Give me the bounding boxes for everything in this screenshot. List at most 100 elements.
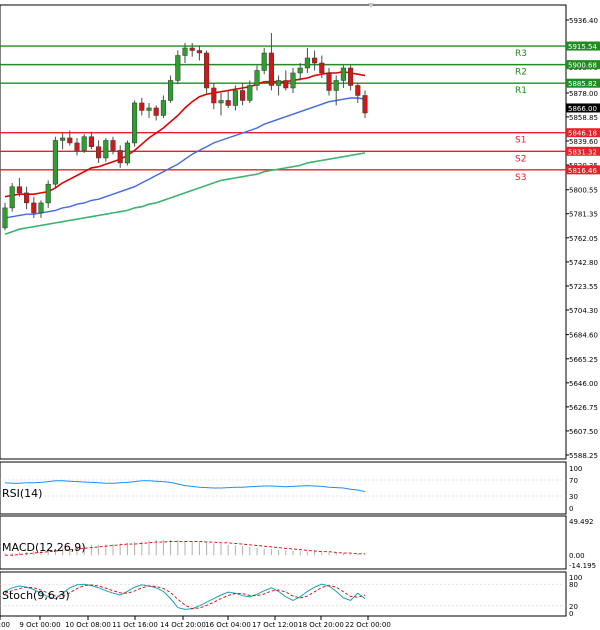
price-tick-label: 5839.60 xyxy=(569,138,598,146)
candle-body xyxy=(326,72,332,91)
time-tick-label: 14 Oct 20:00 xyxy=(160,621,206,629)
price-tick-label: 5800.55 xyxy=(569,187,598,195)
ma-red-line xyxy=(4,70,366,198)
candle-body xyxy=(355,85,361,96)
time-tick-label: 11 Oct 16:00 xyxy=(112,621,158,629)
macd-series xyxy=(4,539,366,556)
level-name-s1: S1 xyxy=(515,136,526,146)
rsi-series xyxy=(0,479,566,497)
candle-body xyxy=(254,70,260,86)
time-tick-label: 22 Oct 00:00 xyxy=(345,621,391,629)
price-tick-label: 5762.05 xyxy=(569,235,598,243)
price-plot-area xyxy=(0,4,567,460)
time-tick-label: 18 Oct 20:00 xyxy=(298,621,344,629)
scroll-arrow-icon[interactable] xyxy=(368,3,374,8)
macd-axis: 49.492 0.00 -14.195 xyxy=(569,518,596,570)
level-price-tag xyxy=(566,128,600,138)
candle-body xyxy=(124,142,130,164)
candle-body xyxy=(24,192,30,204)
candle-body xyxy=(276,80,282,86)
stoch-k-line xyxy=(4,583,366,610)
level-price-label: 5831.32 xyxy=(568,148,597,156)
candle-body xyxy=(31,202,37,214)
rsi-tick-label: 100 xyxy=(569,465,582,473)
macd-signal-line xyxy=(5,540,365,556)
candle-body xyxy=(204,52,210,89)
candle-body xyxy=(225,100,231,106)
time-tick-label: 9 Oct 00:00 xyxy=(19,621,60,629)
candle-body xyxy=(175,55,181,81)
candle-body xyxy=(240,90,246,101)
stoch-plot-area xyxy=(0,571,567,617)
level-price-label: 5885.82 xyxy=(568,80,597,88)
candle-body xyxy=(348,67,354,86)
price-tick-label: 5936.40 xyxy=(569,17,598,25)
level-price-tag xyxy=(566,41,600,51)
candle-body xyxy=(52,140,58,185)
level-name-r2: R2 xyxy=(515,68,527,78)
price-tick-label: 5665.25 xyxy=(569,356,598,364)
level-price-tag xyxy=(566,60,600,70)
stoch-tick-label: 0 xyxy=(569,610,573,618)
candle-body xyxy=(132,102,138,144)
price-tick-label: 5704.30 xyxy=(569,307,598,315)
candle-body xyxy=(319,62,325,74)
candle-body xyxy=(153,107,159,116)
support-resistance-levels: R3 R2 R1 S1 S2 S3 xyxy=(0,45,566,183)
candle-body xyxy=(196,50,202,54)
price-tags: 5915.54 5900.68 5885.82 5846.18 5831.32 5816.… xyxy=(566,41,600,175)
candle-body xyxy=(103,140,109,159)
candle-body xyxy=(211,87,217,104)
candle-body xyxy=(333,80,339,91)
level-price-label: 5846.18 xyxy=(568,130,597,138)
price-tick-label: 5607.50 xyxy=(569,428,598,436)
candle-body xyxy=(218,100,224,104)
current-price-label: 5866.00 xyxy=(568,105,597,113)
candle-body xyxy=(283,80,289,89)
candle-body xyxy=(81,136,87,151)
candle-body xyxy=(189,47,195,51)
level-name-r1: R1 xyxy=(515,86,527,96)
price-tick-label: 5858.85 xyxy=(569,114,598,122)
candle-body xyxy=(146,107,152,111)
macd-plot-area xyxy=(0,515,567,570)
candle-body xyxy=(297,67,303,74)
level-price-tag xyxy=(566,146,600,156)
price-tick-label: 5684.60 xyxy=(569,332,598,340)
time-tick-label: 8 Oct 16:00 xyxy=(0,621,10,629)
candle-body xyxy=(74,142,80,151)
candlesticks xyxy=(2,32,368,231)
candle-body xyxy=(60,137,66,141)
macd-title: MACD(12,26,9) xyxy=(2,541,86,554)
rsi-panel: RSI(14) 100 70 30 0 xyxy=(0,461,582,515)
candle-body xyxy=(9,186,15,209)
candle-body xyxy=(110,140,116,151)
candle-body xyxy=(312,57,318,64)
stoch-tick-label: 80 xyxy=(569,581,578,589)
moving-averages xyxy=(4,70,366,235)
rsi-title: RSI(14) xyxy=(2,487,42,500)
candle-body xyxy=(168,80,174,101)
level-name-s2: S2 xyxy=(515,154,526,164)
price-tick-label: 5588.25 xyxy=(569,452,598,460)
candle-body xyxy=(45,183,51,204)
price-tick-label: 5742.80 xyxy=(569,259,598,267)
candle-body xyxy=(290,72,296,89)
candle-body xyxy=(160,100,166,116)
time-tick-label: 17 Oct 12:00 xyxy=(252,621,298,629)
candle-body xyxy=(362,95,368,114)
level-name-s3: S3 xyxy=(515,173,526,183)
ma-blue-line xyxy=(4,97,366,219)
candle-body xyxy=(117,150,123,164)
candle-body xyxy=(182,47,188,56)
level-price-tag xyxy=(566,165,600,175)
price-tick-label: 5878.00 xyxy=(569,90,598,98)
level-name-r3: R3 xyxy=(515,49,527,59)
candle-body xyxy=(340,67,346,81)
rsi-tick-label: 0 xyxy=(569,505,573,513)
candle-body xyxy=(88,136,94,147)
candle-body xyxy=(232,90,238,106)
